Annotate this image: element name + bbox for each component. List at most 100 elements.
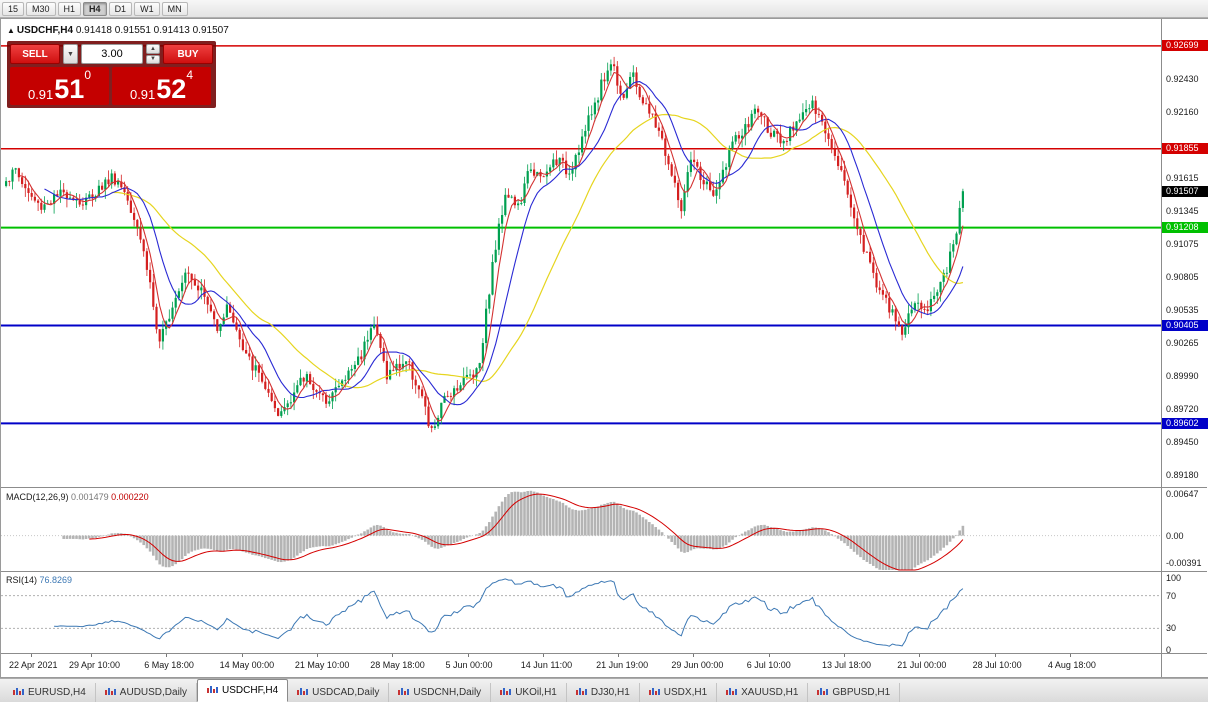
- buy-button[interactable]: BUY: [163, 44, 213, 64]
- main-chart-plot[interactable]: [1, 19, 1161, 487]
- timeframe-button-mn[interactable]: MN: [161, 1, 188, 16]
- sell-price-prefix: 0.91: [27, 87, 54, 102]
- time-axis-label: 6 Jul 10:00: [746, 660, 791, 670]
- macd-axis-label: -0.00391: [1166, 557, 1202, 568]
- time-axis-tick: [919, 654, 921, 657]
- price-axis-tick: 0.90805: [1166, 271, 1199, 282]
- price-axis-tick: 0.90535: [1166, 304, 1199, 315]
- price-axis-tick: 0.92430: [1166, 73, 1199, 84]
- lot-decrease-arrow-icon[interactable]: ▼: [146, 54, 160, 64]
- time-axis-tick: [618, 654, 620, 657]
- level-price-badge: 0.90405: [1162, 320, 1208, 332]
- time-axis-label: 14 May 00:00: [219, 660, 275, 670]
- rsi-axis-label: 100: [1166, 573, 1182, 583]
- chart-tab-usdchf[interactable]: USDCHF,H4: [197, 679, 289, 702]
- panel-separator[interactable]: [1, 653, 1207, 654]
- time-axis-label: 29 Apr 10:00: [69, 660, 121, 670]
- time-axis-tick: [392, 654, 394, 657]
- time-axis-tick: [91, 654, 92, 657]
- time-axis-tick: [1069, 654, 1071, 657]
- chart-tab-icon: [104, 688, 116, 697]
- time-axis-label: 5 Jun 00:00: [445, 660, 493, 670]
- time-axis-tick: [467, 654, 469, 657]
- rsi-axis-label: 30: [1166, 623, 1177, 634]
- price-axis-tick: 0.89990: [1166, 371, 1199, 382]
- chart-tab-eurusd[interactable]: EURUSD,H4: [4, 683, 96, 702]
- panel-separator[interactable]: [1, 487, 1207, 488]
- panel-separator[interactable]: [1, 571, 1207, 572]
- lot-size-input[interactable]: [81, 44, 143, 64]
- rsi-label: RSI(14) 76.8269: [6, 575, 73, 585]
- chart-tab-label: USDCHF,H4: [222, 685, 279, 696]
- chart-tab-icon: [648, 688, 660, 697]
- time-axis-tick: [542, 654, 544, 657]
- time-axis[interactable]: 22 Apr 2021 29 Apr 10:00 6 May 18:00 14 May…: [1, 653, 1161, 677]
- sell-price-pipette: 0: [84, 68, 92, 82]
- chart-tab-usdcad[interactable]: USDCAD,Daily: [288, 683, 390, 702]
- chart-tab-gbpusd[interactable]: GBPUSD,H1: [808, 683, 901, 702]
- macd-axis-label: 0.00: [1166, 530, 1184, 541]
- time-axis-label: 22 Apr 2021: [9, 660, 58, 670]
- lot-size-stepper: ▲ ▼: [146, 44, 160, 64]
- level-price-badge: 0.91855: [1162, 143, 1208, 155]
- lot-increase-arrow-icon[interactable]: ▲: [146, 44, 160, 54]
- sell-price-big-digits: 51: [54, 74, 85, 104]
- time-axis-label: 4 Aug 18:00: [1047, 660, 1096, 670]
- chart-tab-xauusd[interactable]: XAUUSD,H1: [717, 683, 809, 702]
- rsi-indicator-plot[interactable]: [1, 571, 1161, 653]
- current-price-badge: 0.91507: [1162, 185, 1208, 197]
- timeframe-button-h4[interactable]: H4: [83, 1, 107, 16]
- chart-tab-label: GBPUSD,H1: [832, 687, 891, 698]
- chart-title: ▲ USDCHF,H4 0.91418 0.91551 0.91413 0.915…: [7, 25, 229, 36]
- chart-ohlc-values: 0.91418 0.91551 0.91413 0.91507: [75, 25, 229, 36]
- time-axis-label: 14 Jun 11:00: [520, 660, 573, 670]
- sell-price-display[interactable]: 0.91 51 0: [10, 67, 109, 105]
- timeframe-button-m30[interactable]: M30: [26, 1, 56, 16]
- time-axis-label: 29 Jun 00:00: [671, 660, 724, 670]
- timeframe-button-h1[interactable]: H1: [57, 1, 82, 16]
- buy-price-pipette: 4: [186, 68, 194, 82]
- chart-tab-usdx[interactable]: USDX,H1: [640, 683, 718, 702]
- timeframe-toolbar: 15 M30 H1 H4 D1 W1 MN: [0, 0, 1208, 18]
- chart-tab-label: AUDUSD,Daily: [119, 687, 188, 698]
- chart-tab-label: USDX,H1: [663, 687, 708, 698]
- time-axis-tick: [844, 654, 845, 657]
- chart-tab-icon: [500, 688, 512, 697]
- chart-tab-label: EURUSD,H4: [28, 687, 86, 698]
- time-axis-tick: [316, 654, 318, 657]
- time-axis-tick: [241, 654, 243, 657]
- rsi-axis-label: 0: [1166, 645, 1172, 655]
- time-axis-label: 21 Jun 19:00: [596, 660, 649, 670]
- chart-tab-icon: [575, 688, 587, 697]
- timeframe-button-w1[interactable]: W1: [134, 1, 160, 16]
- rsi-value: 76.8269: [39, 575, 73, 585]
- sell-button[interactable]: SELL: [10, 44, 60, 64]
- chart-tab-ukoil[interactable]: UKOil,H1: [491, 683, 567, 702]
- timeframe-button-15[interactable]: 15: [2, 1, 25, 16]
- price-axis[interactable]: 0.92430 0.92160 0.91615 0.91345 0.91075 0.908…: [1161, 19, 1208, 677]
- chart-tab-usdcnh[interactable]: USDCNH,Daily: [389, 683, 492, 702]
- macd-signal-value: 0.000220: [111, 492, 149, 502]
- macd-main-value: 0.001479: [71, 492, 109, 502]
- time-axis-label: 21 May 10:00: [294, 660, 350, 670]
- time-axis-tick: [768, 654, 770, 657]
- buy-price-display[interactable]: 0.91 52 4: [112, 67, 211, 105]
- chart-tab-audusd[interactable]: AUDUSD,Daily: [96, 683, 198, 702]
- chart-tab-label: DJ30,H1: [590, 687, 630, 698]
- timeframe-button-d1[interactable]: D1: [108, 1, 133, 16]
- level-price-badge: 0.89602: [1162, 417, 1208, 429]
- price-axis-tick: 0.91615: [1166, 173, 1199, 184]
- time-axis-label: 21 Jul 00:00: [897, 660, 947, 670]
- chart-tab-dj30[interactable]: DJ30,H1: [567, 683, 640, 702]
- price-axis-tick: 0.89450: [1166, 436, 1199, 447]
- buy-price-prefix: 0.91: [129, 87, 156, 102]
- time-axis-tick: [166, 654, 168, 657]
- one-click-collapse-arrow[interactable]: ▲: [7, 26, 15, 35]
- macd-axis-label: 0.00647: [1166, 489, 1199, 499]
- macd-indicator-plot[interactable]: [1, 487, 1161, 571]
- chart-tab-label: USDCNH,Daily: [413, 687, 482, 698]
- lot-preset-dropdown[interactable]: ▼: [63, 44, 78, 64]
- price-axis-tick: 0.91345: [1166, 205, 1199, 216]
- price-axis-tick: 0.90265: [1166, 337, 1199, 348]
